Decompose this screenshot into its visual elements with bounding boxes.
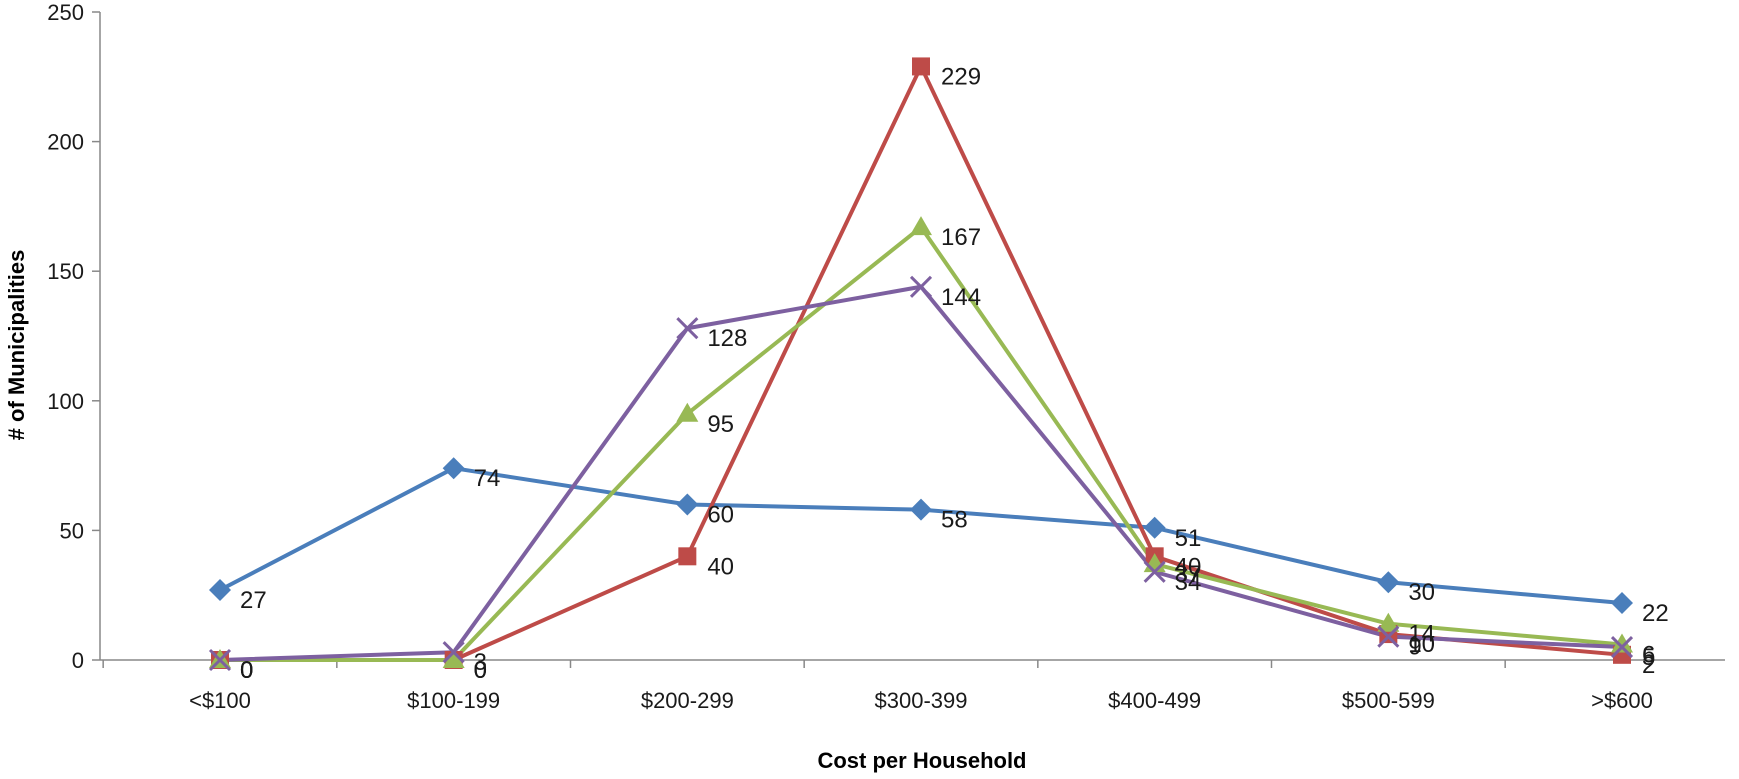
x-tick-label: $500-599 [1342, 688, 1435, 713]
data-label: 3 [474, 649, 487, 676]
data-label: 34 [1175, 569, 1202, 596]
x-marker [442, 641, 465, 664]
data-label: 60 [707, 501, 734, 528]
diamond-marker [1611, 591, 1633, 614]
square-marker [678, 547, 697, 566]
x-axis-title: Cost per Household [817, 748, 1026, 773]
data-label: 0 [474, 657, 487, 684]
x-marker [676, 317, 699, 340]
data-label: 37 [1175, 561, 1202, 588]
x-tick-label: $200-299 [641, 688, 734, 713]
x-tick-label: $100-199 [407, 688, 500, 713]
square-marker [912, 57, 930, 76]
y-tick-label: 250 [47, 0, 84, 25]
data-label: 74 [474, 465, 501, 492]
triangle-marker [676, 402, 699, 422]
data-label: 5 [1642, 644, 1655, 671]
data-label: 51 [1175, 525, 1202, 552]
series-lines [219, 64, 1623, 662]
x-marker [909, 275, 933, 298]
series-line [220, 64, 1623, 662]
data-label: 40 [1175, 553, 1202, 580]
data-label: 95 [707, 411, 734, 438]
y-tick-label: 200 [47, 130, 84, 155]
x-marker [208, 648, 232, 672]
y-tick-label: 150 [47, 259, 84, 284]
x-marker [1143, 560, 1166, 583]
data-label: 22 [1642, 600, 1669, 627]
diamond-marker [209, 579, 231, 602]
data-label: 0 [240, 657, 253, 684]
data-label: 0 [240, 657, 253, 684]
triangle-marker [910, 216, 932, 236]
data-label: 30 [1408, 579, 1435, 606]
x-marker [1377, 625, 1400, 648]
data-label: 10 [1408, 631, 1435, 658]
diamond-marker [442, 457, 465, 480]
data-label: 0 [474, 657, 487, 684]
y-axis-title: # of Municipalities [4, 250, 29, 441]
triangle-marker [442, 649, 465, 668]
data-label: 144 [941, 284, 981, 311]
data-label: 27 [240, 587, 267, 614]
x-marker [1610, 635, 1634, 659]
y-tick-label: 50 [60, 518, 84, 543]
diamond-marker [1143, 516, 1166, 539]
series-markers [208, 57, 1634, 672]
triangle-marker [1377, 612, 1400, 632]
diamond-marker [1377, 571, 1400, 594]
data-label: 14 [1408, 621, 1435, 648]
data-label: 229 [941, 63, 981, 90]
data-label: 2 [1642, 652, 1655, 679]
diamond-marker [676, 493, 699, 516]
data-label: 40 [707, 553, 734, 580]
x-tick-label: >$600 [1591, 688, 1653, 713]
x-tick-label: <$100 [189, 688, 251, 713]
data-label: 128 [707, 325, 747, 352]
data-label: 167 [941, 224, 981, 251]
data-label: 58 [941, 507, 968, 534]
data-label: 6 [1642, 641, 1655, 668]
y-tick-label: 0 [72, 648, 84, 673]
x-tick-label: $400-499 [1108, 688, 1201, 713]
diamond-marker [910, 498, 932, 521]
data-label: 0 [240, 657, 253, 684]
y-tick-label: 100 [47, 389, 84, 414]
triangle-marker [1611, 633, 1633, 653]
data-label: 9 [1408, 634, 1421, 661]
x-tick-label: $300-399 [875, 688, 968, 713]
